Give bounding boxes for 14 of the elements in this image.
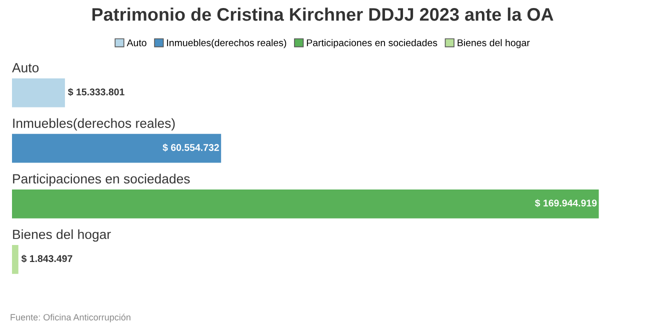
data-label: $ 15.333.801 xyxy=(68,88,124,96)
data-label: $ 1.843.497 xyxy=(21,254,72,263)
data-label: $ 169.944.919 xyxy=(534,199,597,208)
legend-label: Participaciones en sociedades xyxy=(306,39,438,48)
y-tick-label: Bienes del hogar xyxy=(13,229,111,242)
legend-label: Bienes del hogar xyxy=(458,39,530,48)
chart-title: Patrimonio de Cristina Kirchner DDJJ 2023 ante la OA xyxy=(92,8,554,21)
y-tick-label: Inmuebles(derechos reales) xyxy=(13,118,175,131)
legend-label: Inmuebles(derechos reales) xyxy=(167,39,286,48)
legend-label: Auto xyxy=(126,39,146,46)
y-tick-label: Auto xyxy=(12,63,39,72)
y-tick-label: Participaciones en sociedades xyxy=(13,174,190,186)
data-label: $ 60.554.732 xyxy=(162,144,219,152)
source-note: Fuente: Oficina Anticorrupción xyxy=(10,314,130,322)
